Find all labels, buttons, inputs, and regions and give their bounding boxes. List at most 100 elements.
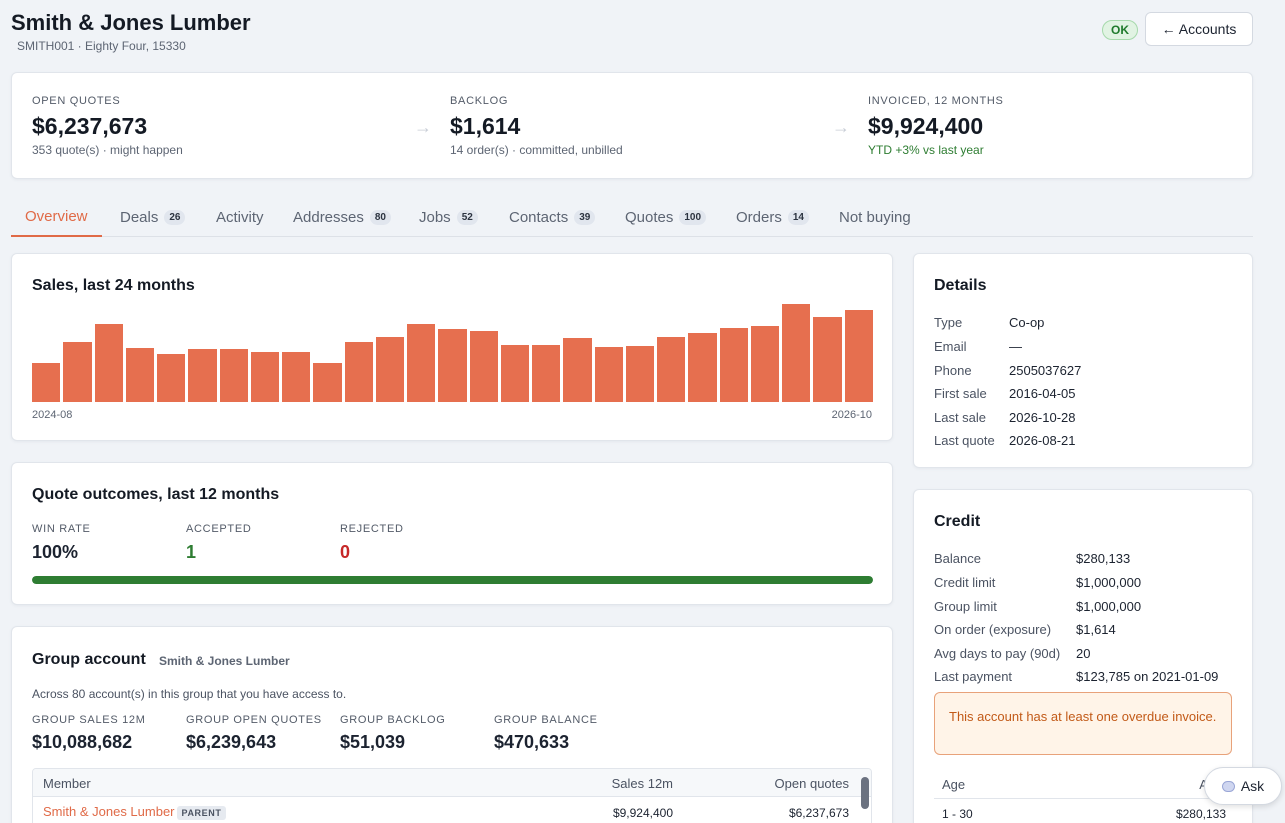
metric-label: GROUP OPEN QUOTES [186, 714, 322, 726]
credit-value: $1,000,000 [1076, 575, 1142, 590]
group-sales-metric: GROUP SALES 12M $10,088,682 [32, 714, 146, 753]
sales-bar [844, 309, 873, 402]
credit-key: Credit limit [934, 575, 996, 590]
tab-label: Activity [216, 209, 264, 226]
metric-value: $1,614 [450, 113, 521, 139]
page-header: Smith & Jones Lumber SMITH001 · Eighty F… [11, 10, 251, 53]
account-subtitle: SMITH001 · Eighty Four, 15330 [17, 39, 186, 53]
metric-value: 100% [32, 542, 79, 562]
chat-bubble-icon [1221, 780, 1235, 792]
metric-label: WIN RATE [32, 523, 91, 535]
details-card: Details Type Co-op Email — Phone 2505037627… [913, 253, 1253, 468]
card-title: Group account [32, 651, 146, 668]
table-row: Smith & Jones Lumber PARENT $9,924,400 $6… [33, 797, 871, 823]
detail-key: Type [934, 315, 963, 330]
card-title: Details [934, 277, 987, 294]
metric-note: 14 order(s) · committed, unbilled [450, 143, 623, 157]
sales-bar [125, 348, 155, 402]
detail-key: First sale [934, 386, 987, 401]
tab-quotes[interactable]: Quotes 100 [625, 198, 707, 236]
tab-orders[interactable]: Orders 14 [736, 198, 809, 236]
tab-bar: Overview Deals 26 Activity Addresses 80 Jo… [11, 198, 1253, 237]
column-header-open-quotes[interactable]: Open quotes [774, 776, 849, 791]
table-scrollbar[interactable] [861, 777, 869, 809]
tab-jobs[interactable]: Jobs 52 [419, 198, 478, 236]
tab-label: Contacts [509, 209, 569, 226]
tab-contacts[interactable]: Contacts 39 [509, 198, 596, 236]
tab-count: 80 [369, 210, 391, 225]
tab-not-buying[interactable]: Not buying [839, 198, 911, 236]
column-header-member[interactable]: Member [43, 776, 91, 791]
tab-label: Deals [120, 209, 159, 226]
group-members-table[interactable]: Member Sales 12m Open quotes Smith & Jon… [32, 768, 872, 823]
tab-count: 39 [574, 210, 596, 225]
detail-value: 2026-10-28 [1009, 410, 1076, 425]
credit-key: Group limit [934, 599, 997, 614]
sales-bar [219, 349, 248, 402]
metric-label: GROUP SALES 12M [32, 714, 146, 726]
table-header: Member Sales 12m Open quotes [33, 769, 871, 797]
detail-key: Last sale [934, 410, 987, 425]
member-link[interactable]: Smith & Jones Lumber [43, 804, 175, 819]
detail-value: 2016-04-05 [1009, 386, 1076, 401]
metric-value: $6,239,643 [186, 732, 277, 752]
tab-count: 26 [164, 210, 186, 225]
group-balance-metric: GROUP BALANCE $470,633 [494, 714, 598, 753]
metric-note: YTD +3% vs last year [868, 143, 984, 157]
detail-value: Co-op [1009, 315, 1045, 330]
win-rate-metric: WIN RATE 100% [32, 523, 91, 563]
group-backlog-metric: GROUP BACKLOG $51,039 [340, 714, 445, 753]
credit-value: $123,785 on 2021-01-09 [1076, 669, 1219, 684]
column-header-sales[interactable]: Sales 12m [611, 776, 673, 791]
metric-value: $10,088,682 [32, 732, 133, 752]
metric-label: OPEN QUOTES [32, 95, 121, 107]
credit-value: $280,133 [1076, 551, 1131, 566]
sales-bar [282, 352, 311, 402]
sales-bar [469, 331, 498, 402]
member-cell: Smith & Jones Lumber PARENT [43, 804, 227, 820]
tab-activity[interactable]: Activity [216, 198, 264, 236]
metric-value: $6,237,673 [32, 113, 148, 139]
ask-button[interactable]: Ask [1204, 767, 1282, 805]
card-title: Credit [934, 513, 981, 530]
tab-overview[interactable]: Overview [11, 198, 102, 237]
win-rate-progress-fill [32, 576, 873, 584]
sales-bar [563, 338, 592, 402]
sales-bar [625, 346, 655, 402]
summary-card: OPEN QUOTES $6,237,673 353 quote(s) · mi… [11, 72, 1253, 179]
tab-label: Addresses [293, 209, 364, 226]
tab-addresses[interactable]: Addresses 80 [293, 198, 391, 236]
metric-label: INVOICED, 12 MONTHS [868, 95, 1004, 107]
metric-value: $51,039 [340, 732, 406, 752]
metric-value: 0 [340, 542, 351, 562]
tab-deals[interactable]: Deals 26 [120, 198, 186, 236]
credit-value: 20 [1076, 646, 1091, 661]
tab-count: 100 [679, 210, 707, 225]
tab-label: Orders [736, 209, 782, 226]
group-description: Across 80 account(s) in this group that … [32, 687, 347, 701]
sales-bar [719, 327, 748, 402]
group-account-card: Group account Smith & Jones Lumber Acros… [11, 626, 893, 823]
metric-label: ACCEPTED [186, 523, 252, 535]
tab-count: 14 [787, 210, 809, 225]
column-header-age[interactable]: Age [942, 777, 966, 792]
metric-label: REJECTED [340, 523, 404, 535]
sales-bar [32, 362, 61, 402]
sales-bar [407, 323, 436, 402]
card-title: Sales, last 24 months [32, 277, 195, 294]
back-to-accounts-button[interactable]: ← Accounts [1145, 12, 1253, 46]
group-name: Smith & Jones Lumber [159, 654, 290, 668]
arrow-right-icon: → [832, 117, 850, 137]
table-header: Age Amo [934, 771, 1234, 799]
metric-value: $9,924,400 [868, 113, 984, 139]
sales-cell: $9,924,400 [612, 806, 673, 820]
x-axis-start-label: 2024-08 [32, 409, 73, 421]
sales-bar [94, 323, 123, 402]
sales-bar [782, 304, 811, 402]
metric-label: BACKLOG [450, 95, 509, 107]
sales-chart-card: Sales, last 24 months 2024-08 2026-10 [11, 253, 893, 441]
backlog-metric: BACKLOG $1,614 14 order(s) · committed, … [450, 95, 623, 157]
accepted-metric: ACCEPTED 1 [186, 523, 252, 563]
ask-label: Ask [1240, 778, 1265, 794]
x-axis-end-label: 2026-10 [831, 409, 872, 421]
